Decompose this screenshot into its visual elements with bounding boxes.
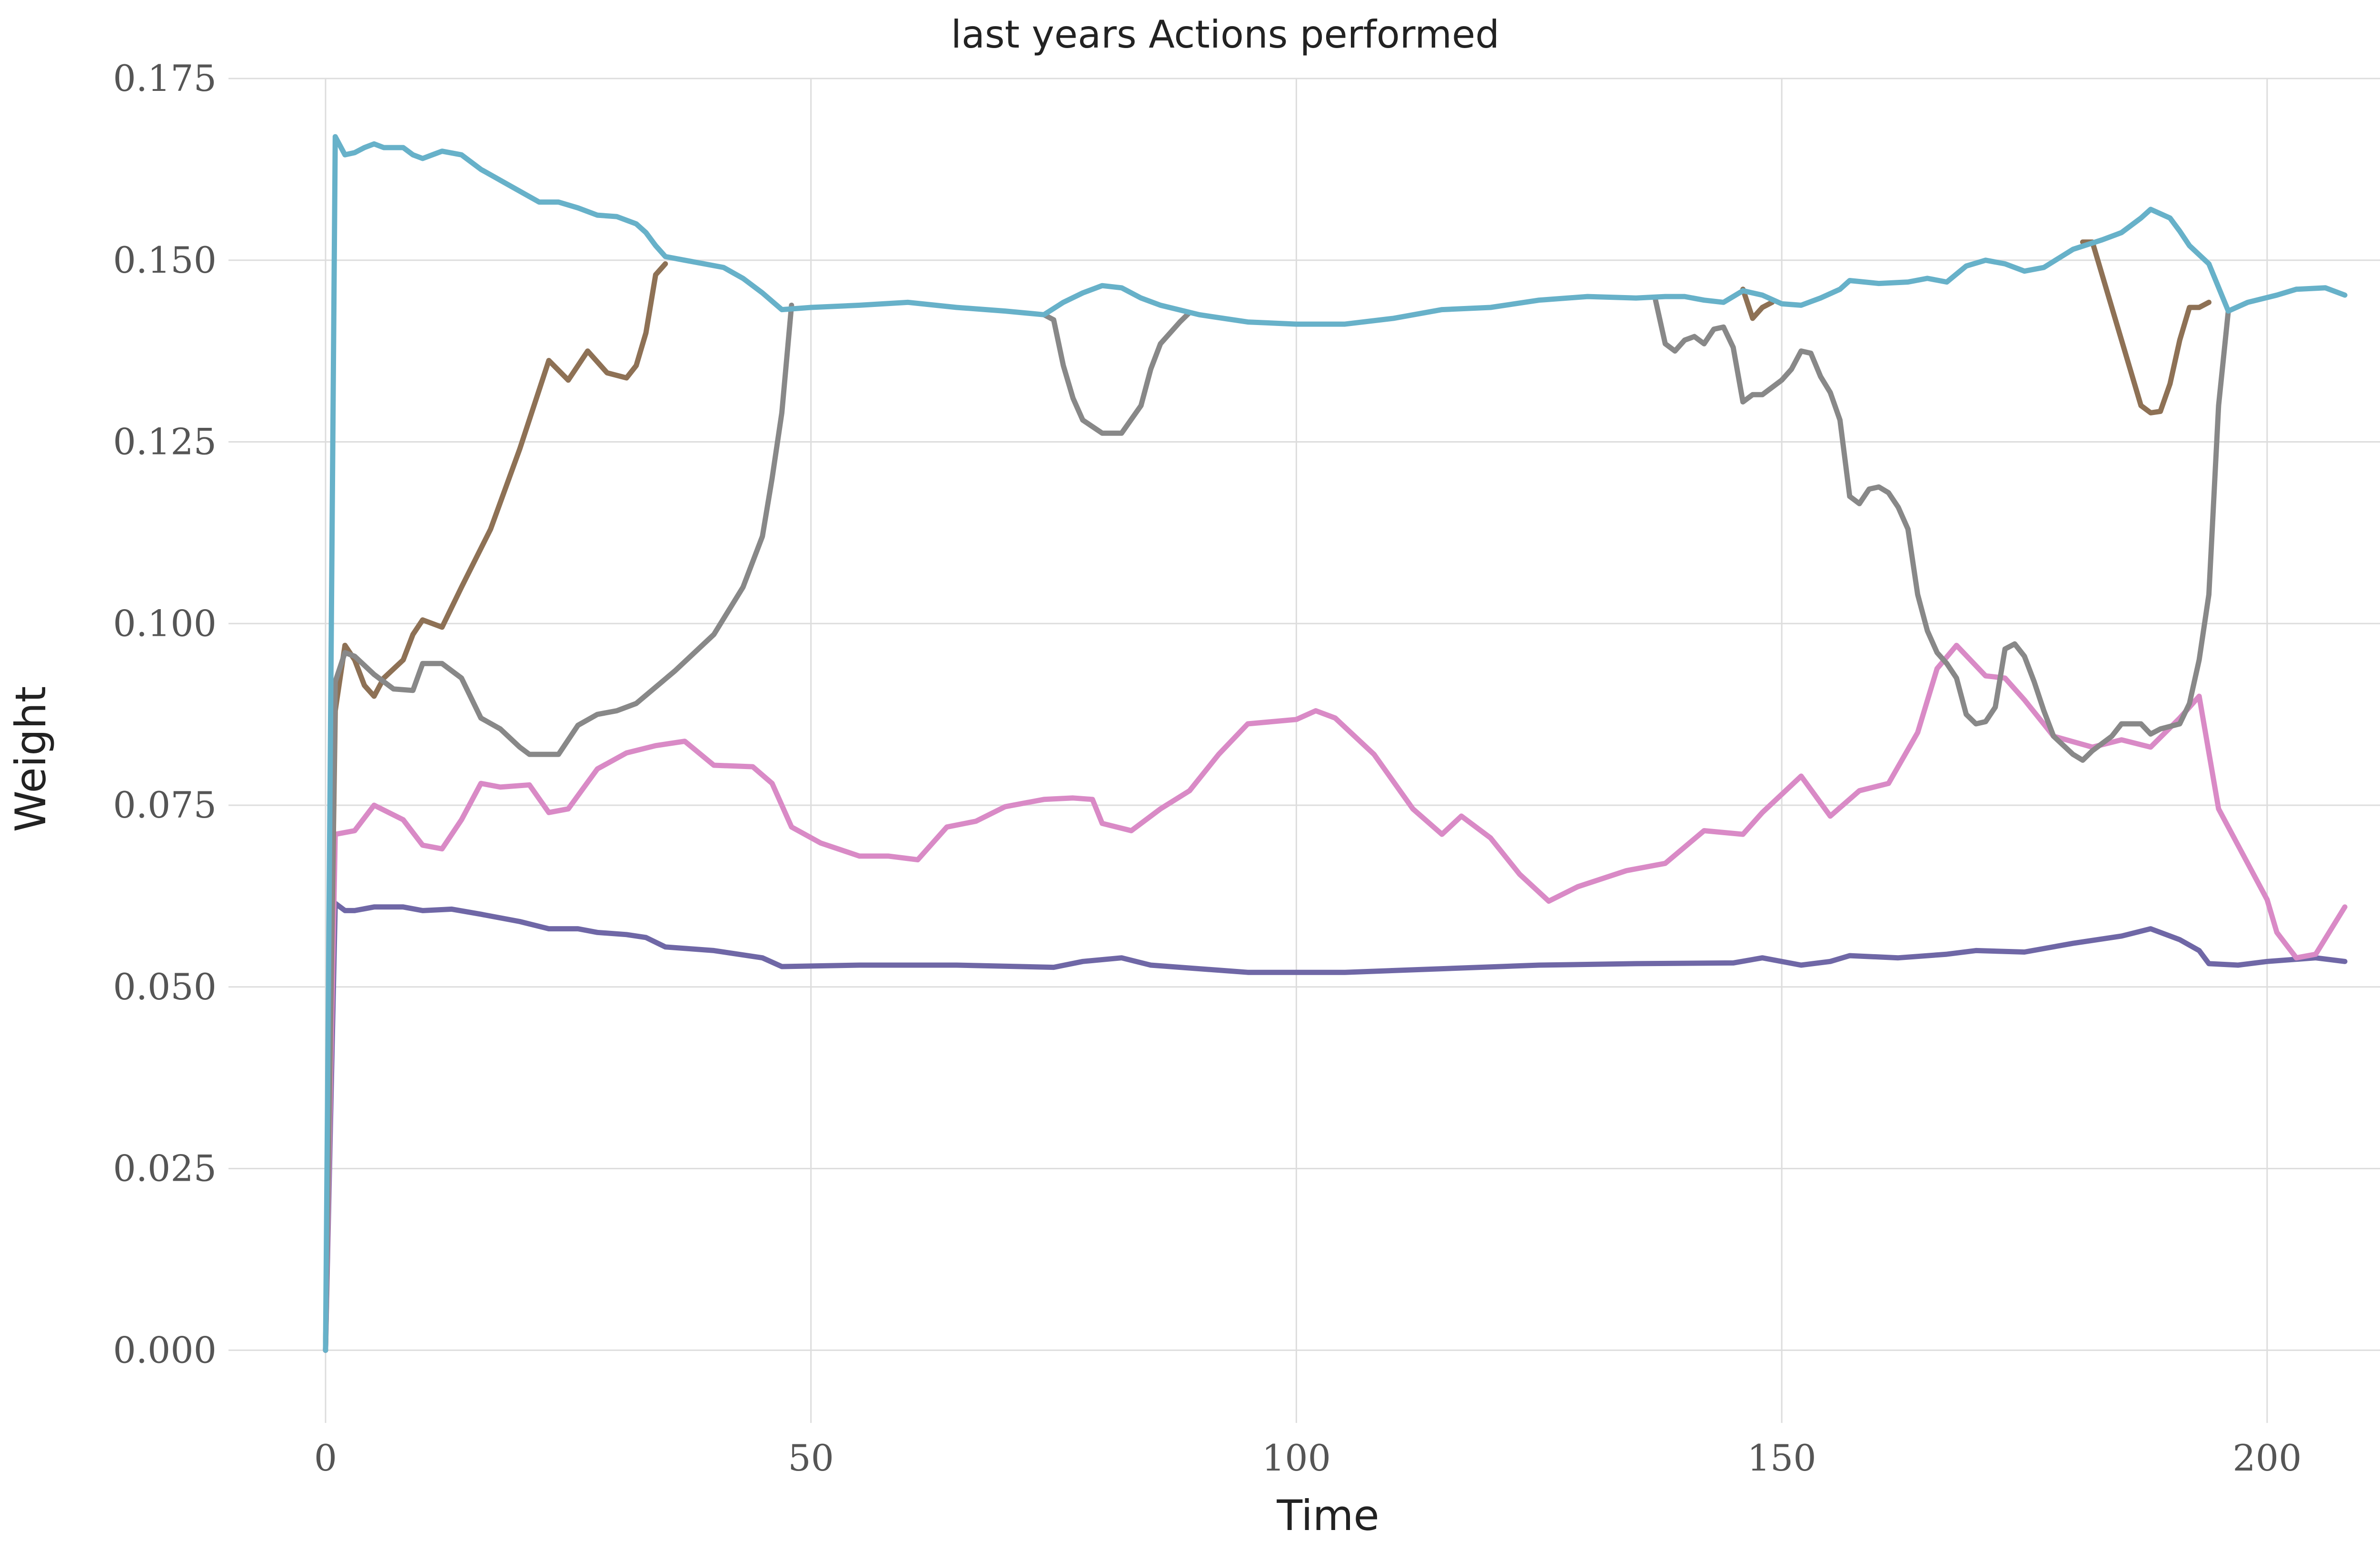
series-line-3 bbox=[1740, 286, 1775, 321]
series-line-8 bbox=[323, 134, 2348, 1353]
series-line-7 bbox=[1653, 297, 2231, 763]
x-axis-ticks: 0 50 100 150 200 bbox=[314, 1437, 2302, 1479]
chart-title: last years Actions performed bbox=[951, 12, 1499, 57]
x-tick-label: 50 bbox=[788, 1437, 834, 1479]
x-axis-label: Time bbox=[1276, 1491, 1379, 1540]
x-tick-label: 150 bbox=[1747, 1437, 1816, 1479]
series-line-5 bbox=[323, 302, 794, 1353]
y-tick-label: 0.150 bbox=[113, 239, 217, 281]
series-line-2 bbox=[323, 261, 668, 1353]
y-tick-label: 0.000 bbox=[113, 1329, 217, 1371]
series-lines bbox=[323, 134, 2348, 1353]
y-axis-ticks: 0.000 0.025 0.050 0.075 0.100 0.125 0.150 0.175 bbox=[113, 57, 217, 1371]
series-line-4 bbox=[2080, 239, 2211, 415]
series-line-6 bbox=[1041, 310, 1192, 436]
x-tick-label: 100 bbox=[1262, 1437, 1331, 1479]
y-tick-label: 0.100 bbox=[113, 602, 217, 644]
series-line-1 bbox=[323, 642, 2348, 1353]
y-tick-label: 0.175 bbox=[113, 57, 217, 99]
y-tick-label: 0.025 bbox=[113, 1147, 217, 1190]
y-tick-label: 0.050 bbox=[113, 966, 217, 1008]
y-tick-label: 0.075 bbox=[113, 784, 217, 826]
y-tick-label: 0.125 bbox=[113, 421, 217, 463]
y-axis-label: Weight bbox=[6, 686, 55, 832]
gridlines bbox=[228, 78, 2380, 1423]
x-tick-label: 200 bbox=[2232, 1437, 2301, 1479]
x-tick-label: 0 bbox=[314, 1437, 337, 1479]
series-line-0 bbox=[323, 900, 2348, 1353]
